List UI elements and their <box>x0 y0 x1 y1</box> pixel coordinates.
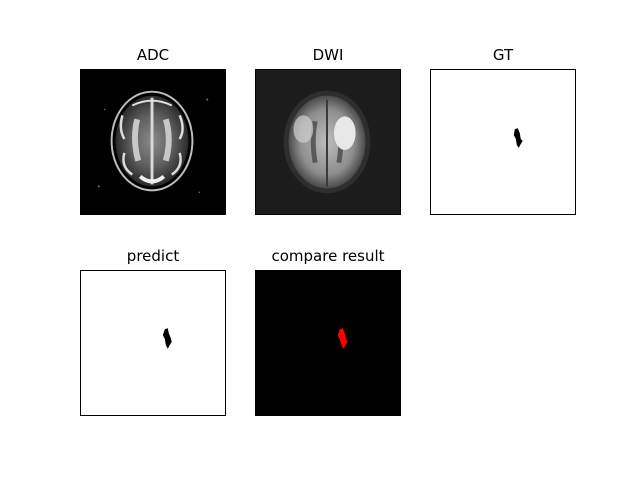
panel-title-predict: predict <box>126 247 180 265</box>
compare-result-image <box>255 270 401 416</box>
gt-mask-image <box>430 69 576 215</box>
predict-mask-image <box>80 270 226 416</box>
adc-image <box>80 69 226 215</box>
panel-title-dwi: DWI <box>312 46 344 64</box>
panel-title-adc: ADC <box>136 46 170 64</box>
dwi-image <box>255 69 401 215</box>
panel-title-compare-result: compare result <box>271 247 385 265</box>
panel-title-gt: GT <box>492 46 514 64</box>
